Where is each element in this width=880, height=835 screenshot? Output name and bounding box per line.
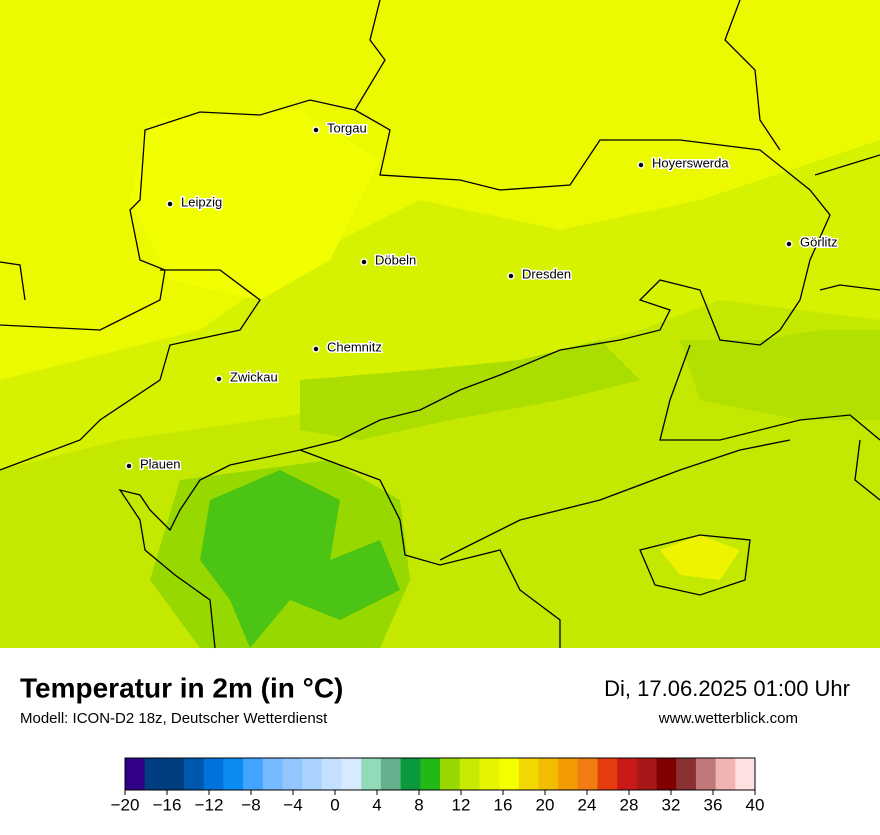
city-label: Zwickau: [230, 369, 278, 384]
tick-label: 36: [704, 795, 723, 814]
tick-label: −20: [111, 795, 140, 814]
tick-label: −16: [153, 795, 182, 814]
color-swatch: [361, 758, 382, 790]
border: [439, 344, 880, 561]
color-swatch: [282, 758, 303, 790]
city-label: Hoyerswerda: [652, 155, 729, 170]
website: www.wetterblick.com: [658, 710, 798, 727]
tick-label: 4: [372, 795, 381, 814]
color-swatch: [243, 758, 264, 790]
city-label: Döbeln: [375, 252, 416, 267]
tick-label: 12: [452, 795, 471, 814]
color-swatch: [656, 758, 677, 790]
datetime: Di, 17.06.2025 01:00 Uhr: [604, 676, 850, 701]
color-swatch: [341, 758, 362, 790]
color-swatch: [223, 758, 244, 790]
tick-label: 8: [414, 795, 423, 814]
border: [0, 269, 261, 471]
city-label: Plauen: [140, 456, 180, 471]
city-dot: [166, 200, 174, 208]
city-dot: [215, 375, 223, 383]
city-dot: [312, 126, 320, 134]
colorbar-frame: [124, 757, 756, 791]
border: [299, 449, 561, 648]
title: Temperatur in 2m (in °C): [20, 672, 343, 703]
tick-label: 28: [620, 795, 639, 814]
color-swatch: [479, 758, 500, 790]
colorbar: −20 −16 −12 −8 −4 0 4 8 12 16 20 24 28 32 36 40: [111, 757, 765, 814]
tick-label: −8: [241, 795, 260, 814]
tick-label: −12: [195, 795, 224, 814]
city-label: Chemnitz: [327, 339, 382, 354]
color-swatch: [735, 758, 756, 790]
city-dot: [507, 272, 515, 280]
city-label: Torgau: [327, 120, 367, 135]
tick-label: 16: [494, 795, 513, 814]
city-label: Leipzig: [181, 194, 222, 209]
cool-zone: [680, 330, 880, 420]
city-layer: Torgau Hoyerswerda Leipzig Görlitz Döbeln Dre…: [125, 119, 839, 473]
color-swatch: [518, 758, 539, 790]
border: [724, 0, 781, 151]
city-dot: [637, 161, 645, 169]
tick-label: −4: [283, 795, 302, 814]
color-swatch: [262, 758, 283, 790]
color-swatch: [459, 758, 480, 790]
border: [0, 154, 880, 301]
color-swatch: [420, 758, 441, 790]
color-swatch: [538, 758, 559, 790]
color-swatch: [164, 758, 185, 790]
map: Torgau Hoyerswerda Leipzig Görlitz Döbeln Dre…: [0, 0, 880, 649]
border: [0, 0, 386, 331]
color-swatch: [715, 758, 736, 790]
color-swatch: [203, 758, 224, 790]
tick-label: 20: [536, 795, 555, 814]
city-dot: [360, 258, 368, 266]
city-dot: [785, 240, 793, 248]
color-swatch: [577, 758, 598, 790]
color-swatch: [617, 758, 638, 790]
color-swatch: [636, 758, 657, 790]
border: [118, 109, 831, 649]
cool-zone: [300, 340, 640, 440]
model-info: Modell: ICON-D2 18z, Deutscher Wetterdie…: [20, 710, 328, 727]
tick-label: 40: [746, 795, 765, 814]
warm-zone: [660, 535, 740, 580]
warm-zone: [130, 110, 380, 300]
city-label: Dresden: [522, 266, 571, 281]
color-swatch: [499, 758, 520, 790]
tick-label: 32: [662, 795, 681, 814]
border: [639, 534, 751, 596]
color-swatch: [125, 758, 145, 790]
color-swatch: [597, 758, 618, 790]
city-dot: [312, 345, 320, 353]
cold-zone: [200, 470, 400, 648]
color-swatch: [321, 758, 342, 790]
color-swatch: [676, 758, 697, 790]
tick-label: 0: [330, 795, 339, 814]
color-swatch: [380, 758, 401, 790]
color-swatch: [400, 758, 421, 790]
tick-label: 24: [578, 795, 597, 814]
color-swatch: [184, 758, 205, 790]
color-swatch: [144, 758, 165, 790]
city-dot: [125, 462, 133, 470]
city-label: Görlitz: [800, 234, 838, 249]
color-swatch: [695, 758, 716, 790]
color-swatch: [558, 758, 579, 790]
color-swatch: [302, 758, 323, 790]
color-swatch: [440, 758, 460, 790]
